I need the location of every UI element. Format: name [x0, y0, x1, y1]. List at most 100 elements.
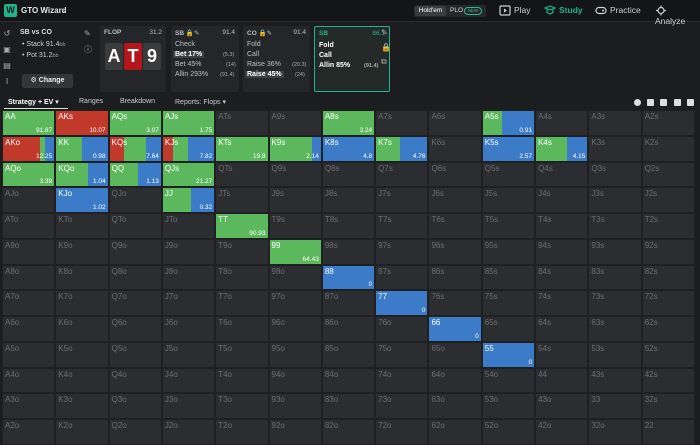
hand-cell-J6o[interactable]: J6o	[161, 316, 216, 342]
hand-cell-J2s[interactable]: J2s	[641, 187, 695, 214]
hand-cell-A4s[interactable]: A4s	[535, 110, 589, 136]
edit-icon[interactable]: ✎	[381, 28, 388, 37]
hand-cell-73o[interactable]: 73o	[375, 393, 429, 420]
hand-cell-75s[interactable]: 75s	[481, 290, 536, 317]
hand-cell-73s[interactable]: 73s	[588, 290, 642, 317]
view-mode-detail-icon[interactable]	[687, 99, 694, 106]
hand-cell-A8s[interactable]: 3.24 A8s	[321, 110, 376, 136]
action-raise-45[interactable]: Raise 45% (24)	[245, 71, 305, 78]
hand-cell-A5s[interactable]: 0.91 A5s	[481, 110, 536, 136]
hand-cell-T2s[interactable]: T2s	[641, 213, 695, 239]
hand-cell-K7o[interactable]: K7o	[55, 290, 109, 317]
info-icon[interactable]: ⓘ	[84, 45, 92, 54]
hand-cell-JTs[interactable]: JTs	[215, 187, 269, 214]
hand-cell-83s[interactable]: 83s	[588, 264, 642, 291]
hand-cell-85s[interactable]: 85s	[481, 264, 536, 291]
action-fold[interactable]: Fold	[247, 41, 261, 48]
board-card-1[interactable]: A	[105, 43, 123, 70]
hand-cell-QQ[interactable]: 1.13 QQ	[108, 161, 162, 188]
hand-cell-44[interactable]: 44	[535, 367, 589, 394]
hand-cell-63o[interactable]: 63o	[428, 393, 482, 420]
hand-cell-Q9o[interactable]: Q9o	[108, 238, 162, 265]
save-icon[interactable]: ▣	[3, 45, 11, 54]
hand-cell-T3o[interactable]: T3o	[215, 393, 269, 420]
hand-cell-84s[interactable]: 84s	[535, 264, 589, 291]
hand-cell-J5o[interactable]: J5o	[161, 341, 216, 368]
hand-cell-92o[interactable]: 92o	[268, 419, 322, 445]
hand-cell-T2o[interactable]: T2o	[215, 419, 269, 445]
hand-cell-ATs[interactable]: ATs	[215, 110, 269, 136]
hand-cell-K3s[interactable]: K3s	[588, 135, 642, 162]
hand-cell-Q5o[interactable]: Q5o	[108, 341, 162, 368]
hand-cell-64o[interactable]: 64o	[428, 367, 482, 394]
hand-cell-94o[interactable]: 94o	[268, 367, 322, 394]
hand-cell-Q9s[interactable]: Q9s	[268, 161, 322, 188]
hand-cell-52s[interactable]: 52s	[641, 341, 695, 368]
hand-cell-A7o[interactable]: A7o	[2, 290, 56, 317]
hand-cell-87o[interactable]: 87o	[321, 290, 376, 317]
nav-play[interactable]: Play	[499, 5, 531, 17]
hand-cell-97s[interactable]: 97s	[375, 238, 429, 265]
hand-cell-98s[interactable]: 98s	[321, 238, 376, 265]
game-plo-button[interactable]: PLO	[450, 7, 464, 14]
hand-cell-88[interactable]: 0 88	[321, 264, 376, 291]
hand-cell-86s[interactable]: 86s	[428, 264, 482, 291]
hand-cell-Q8o[interactable]: Q8o	[108, 264, 162, 291]
hand-cell-A3s[interactable]: A3s	[588, 110, 642, 136]
hand-cell-65o[interactable]: 65o	[428, 341, 482, 368]
board-card-2[interactable]: T	[124, 43, 142, 70]
edit-icon[interactable]: ✎	[84, 29, 91, 38]
hand-cell-K3o[interactable]: K3o	[55, 393, 109, 420]
hand-cell-54s[interactable]: 54s	[535, 341, 589, 368]
app-name[interactable]: GTO Wizard	[21, 6, 67, 15]
co-action-panel[interactable]: CO 🔒✎ 91.4 Fold Call Raise 36% (20.3) Rai…	[243, 26, 310, 92]
hand-cell-A9s[interactable]: A9s	[268, 110, 322, 136]
action-raise-36[interactable]: Raise 36% (20.3)	[247, 61, 307, 68]
hand-cell-52o[interactable]: 52o	[481, 419, 536, 445]
hand-cell-J9o[interactable]: J9o	[161, 238, 216, 265]
action-call[interactable]: Call	[247, 51, 260, 58]
nav-practice[interactable]: Practice	[595, 5, 641, 17]
hand-cell-A5o[interactable]: A5o	[2, 341, 56, 368]
hand-cell-93o[interactable]: 93o	[268, 393, 322, 420]
hand-cell-92s[interactable]: 92s	[641, 238, 695, 265]
action-allin[interactable]: Allin 293% (91.4)	[175, 71, 235, 78]
hand-cell-84o[interactable]: 84o	[321, 367, 376, 394]
hand-cell-96s[interactable]: 96s	[428, 238, 482, 265]
reset-icon[interactable]: ↺	[3, 29, 11, 38]
hand-cell-74o[interactable]: 74o	[375, 367, 429, 394]
hand-cell-T6s[interactable]: T6s	[428, 213, 482, 239]
hand-cell-32o[interactable]: 32o	[588, 419, 642, 445]
hand-cell-K9o[interactable]: K9o	[55, 238, 109, 265]
hand-cell-76o[interactable]: 76o	[375, 316, 429, 342]
hand-cell-TT[interactable]: 90.93 TT	[215, 213, 269, 239]
sb-action-panel[interactable]: SB 🔒✎ 91.4 Check Bet 17% (5.3) Bet 45% (14…	[171, 26, 239, 92]
hand-cell-AJs[interactable]: 1.75 AJs	[161, 110, 216, 136]
hand-cell-J3o[interactable]: J3o	[161, 393, 216, 420]
hand-cell-43o[interactable]: 43o	[535, 393, 589, 420]
hand-cell-K4o[interactable]: K4o	[55, 367, 109, 394]
hand-cell-KTo[interactable]: KTo	[55, 213, 109, 239]
hand-cell-KJo[interactable]: 1.02 KJo	[55, 187, 109, 214]
hand-cell-K2o[interactable]: K2o	[55, 419, 109, 445]
hand-cell-97o[interactable]: 97o	[268, 290, 322, 317]
view-mode-grid-icon[interactable]	[660, 99, 667, 106]
hand-cell-A6o[interactable]: A6o	[2, 316, 56, 342]
view-mode-list-icon[interactable]	[674, 99, 681, 106]
hand-cell-Q4s[interactable]: Q4s	[535, 161, 589, 188]
hand-cell-KQs[interactable]: 7.64 KQs	[108, 135, 162, 162]
change-button[interactable]: ⚙ Change	[22, 74, 73, 88]
hand-cell-KK[interactable]: 0.98 KK	[55, 135, 109, 162]
hand-cell-J9s[interactable]: J9s	[268, 187, 322, 214]
hand-cell-K8s[interactable]: 4.8 K8s	[321, 135, 376, 162]
hand-cell-95s[interactable]: 95s	[481, 238, 536, 265]
hand-cell-54o[interactable]: 54o	[481, 367, 536, 394]
hand-cell-QJo[interactable]: QJo	[108, 187, 162, 214]
hand-cell-AJo[interactable]: AJo	[2, 187, 56, 214]
tab-ranges[interactable]: Ranges	[79, 98, 104, 105]
hand-cell-ATo[interactable]: ATo	[2, 213, 56, 239]
hand-cell-99[interactable]: 64.43 99	[268, 238, 322, 265]
hand-cell-T8s[interactable]: T8s	[321, 213, 376, 239]
hand-cell-K5s[interactable]: 2.57 K5s	[481, 135, 536, 162]
action-allin[interactable]: Allin 85% (91.4)	[319, 62, 379, 69]
